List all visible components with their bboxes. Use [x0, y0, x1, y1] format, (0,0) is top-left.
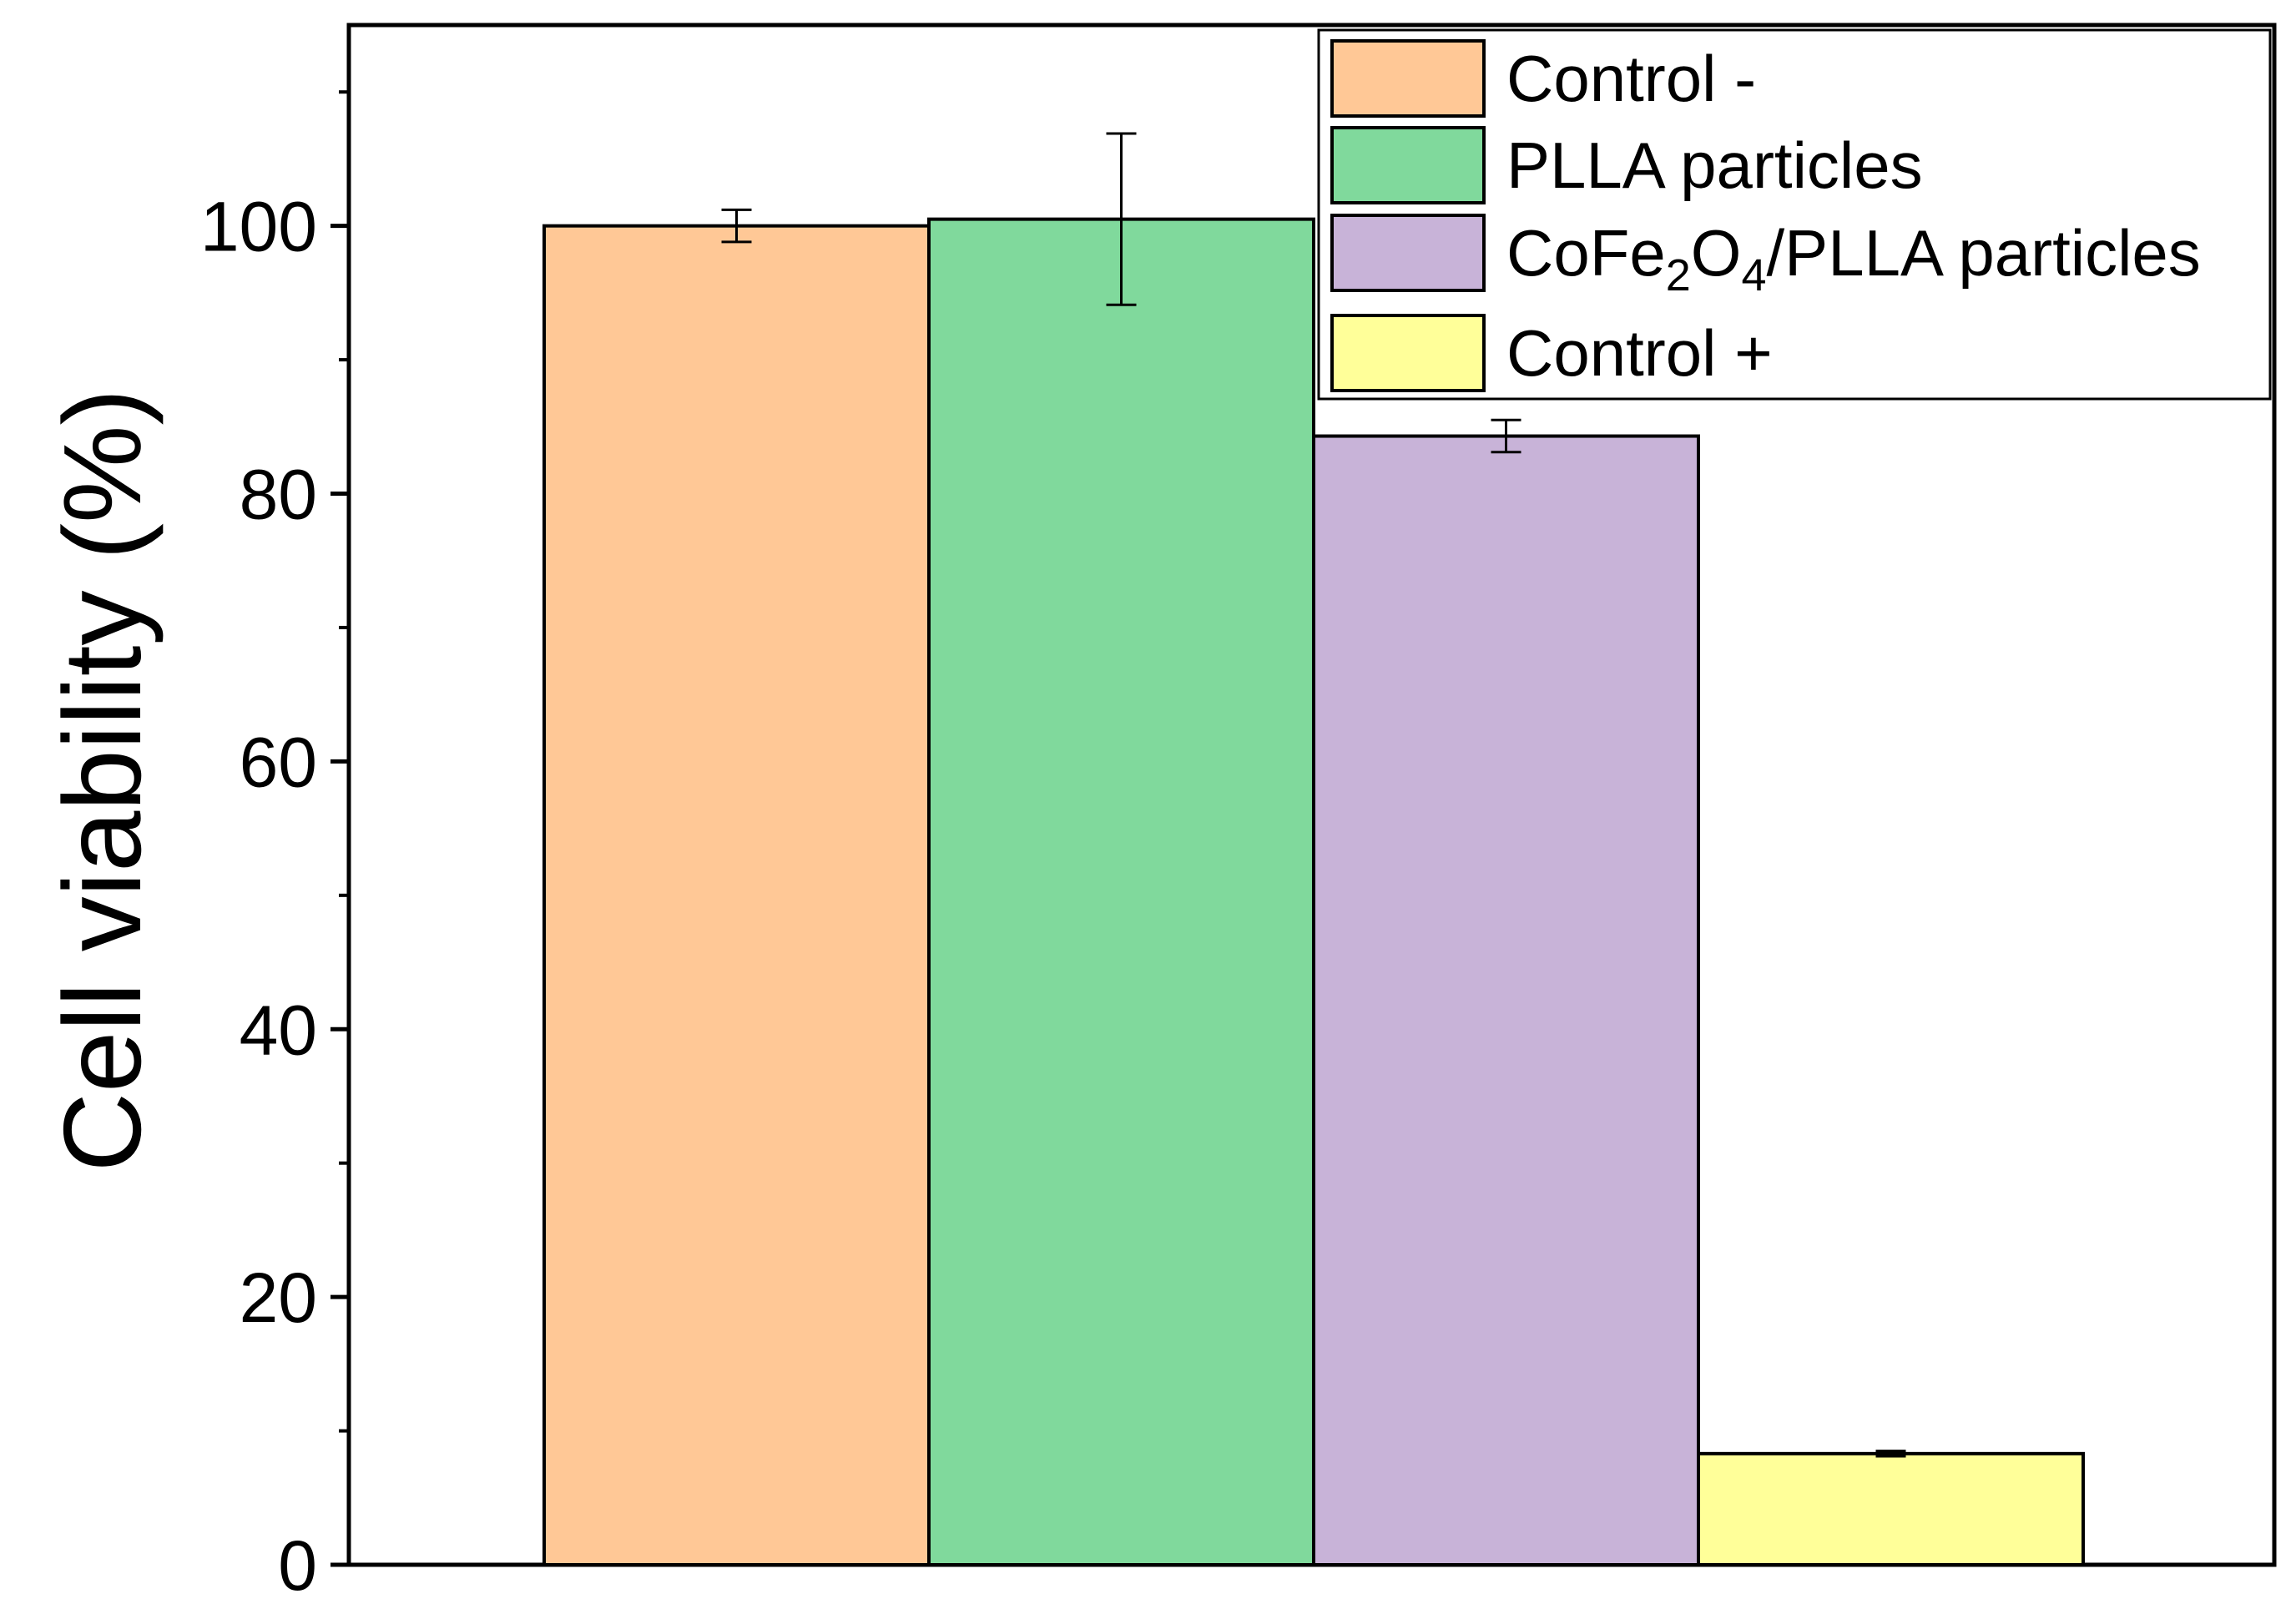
legend-label-1: PLLA particles — [1506, 129, 1923, 202]
error-bar-2 — [1491, 418, 1521, 454]
bar-2 — [1312, 434, 1700, 1566]
legend-swatch-2 — [1330, 214, 1486, 292]
legend-label-2: CoFe2O4/PLLA particles — [1506, 216, 2201, 300]
bar-1 — [927, 217, 1315, 1566]
y-tick-label: 100 — [200, 188, 317, 266]
bars — [542, 132, 2085, 1566]
error-bar-3 — [1875, 1450, 1906, 1458]
error-bar-0 — [721, 208, 752, 244]
bar-3 — [1697, 1451, 2085, 1566]
y-tick-label: 60 — [240, 723, 317, 801]
y-tick-label: 20 — [240, 1258, 317, 1337]
y-axis-title: Cell viability (%) — [41, 389, 164, 1173]
legend-label-0: Control - — [1506, 42, 1756, 115]
legend-swatch-1 — [1330, 126, 1486, 204]
legend-swatch-3 — [1330, 314, 1486, 392]
y-tick-label: 80 — [240, 456, 317, 534]
y-tick-label: 40 — [240, 991, 317, 1069]
legend-swatch-0 — [1330, 39, 1486, 118]
y-tick-label: 0 — [278, 1526, 317, 1605]
legend-label-3: Control + — [1506, 316, 1773, 390]
bar-0 — [542, 224, 931, 1566]
error-bar-1 — [1106, 132, 1137, 306]
legend: Control - PLLA particles CoFe2O4/PLLA part… — [1317, 28, 2272, 401]
axes: 0 20 40 60 80 100 — [200, 90, 349, 1605]
